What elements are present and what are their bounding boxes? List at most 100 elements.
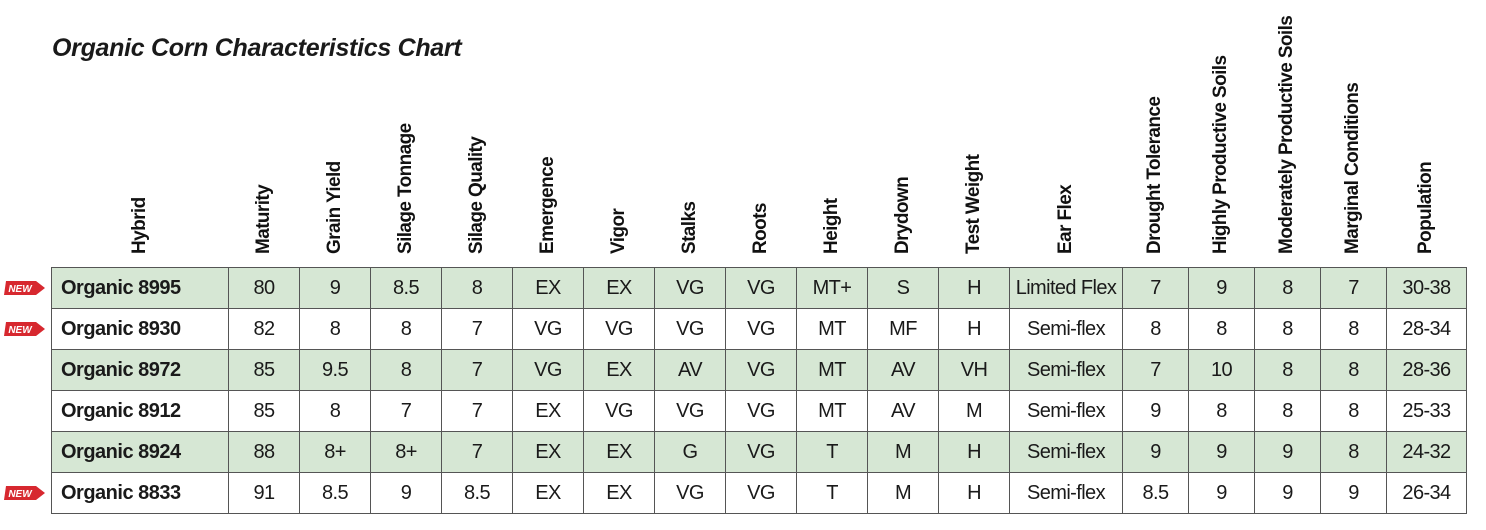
cell-stalks: G <box>654 431 726 473</box>
cell-highly-productive-soils: 9 <box>1188 472 1255 514</box>
table-row: Organic 8972 85 9.5 8 7 VG EX AV VG MT AV VH Semi-fl… <box>51 349 1467 391</box>
cell-silage-tonnage: 9 <box>370 472 442 514</box>
cell-maturity: 91 <box>228 472 300 514</box>
cell-marginal-conditions: 9 <box>1320 472 1387 514</box>
cell-marginal-conditions: 8 <box>1320 431 1387 473</box>
hybrid-name: Organic 8924 <box>51 431 229 473</box>
cell-drought-tolerance: 7 <box>1122 349 1189 391</box>
cell-emergence: EX <box>512 472 584 514</box>
cell-emergence: EX <box>512 431 584 473</box>
cell-population: 24-32 <box>1386 431 1467 473</box>
cell-roots: VG <box>725 472 797 514</box>
cell-drought-tolerance: 8.5 <box>1122 472 1189 514</box>
cell-grain-yield: 9.5 <box>299 349 371 391</box>
cell-moderately-productive-soils: 8 <box>1254 390 1321 432</box>
cell-roots: VG <box>725 308 797 350</box>
cell-highly-productive-soils: 9 <box>1188 431 1255 473</box>
cell-maturity: 85 <box>228 349 300 391</box>
header-label: Ear Flex <box>1054 184 1076 254</box>
header-label: Marginal Conditions <box>1342 82 1363 254</box>
header-marginal-conditions: Marginal Conditions <box>1320 0 1386 268</box>
cell-drought-tolerance: 9 <box>1122 390 1189 432</box>
cell-vigor: VG <box>583 390 655 432</box>
cell-roots: VG <box>725 390 797 432</box>
cell-drydown: AV <box>867 390 939 432</box>
header-moderately-productive-soils: Moderately Productive Soils <box>1254 0 1320 268</box>
cell-moderately-productive-soils: 8 <box>1254 308 1321 350</box>
header-label: Emergence <box>536 156 558 254</box>
header-silage-tonnage: Silage Tonnage <box>370 0 441 268</box>
cell-marginal-conditions: 7 <box>1320 267 1387 309</box>
header-silage-quality: Silage Quality <box>441 0 512 268</box>
cell-maturity: 85 <box>228 390 300 432</box>
header-label: Test Weight <box>962 154 984 254</box>
header-test-weight: Test Weight <box>938 0 1009 268</box>
cell-vigor: EX <box>583 267 655 309</box>
cell-grain-yield: 8 <box>299 390 371 432</box>
header-label: Drought Tolerance <box>1144 96 1165 254</box>
cell-drydown: MF <box>867 308 939 350</box>
cell-silage-quality: 8 <box>441 267 513 309</box>
cell-grain-yield: 8 <box>299 308 371 350</box>
new-badge: NEW <box>4 321 46 337</box>
cell-roots: VG <box>725 267 797 309</box>
cell-test-weight: H <box>938 308 1010 350</box>
header-hybrid: Hybrid <box>51 0 228 268</box>
cell-highly-productive-soils: 10 <box>1188 349 1255 391</box>
cell-grain-yield: 8+ <box>299 431 371 473</box>
cell-marginal-conditions: 8 <box>1320 390 1387 432</box>
cell-maturity: 88 <box>228 431 300 473</box>
cell-marginal-conditions: 8 <box>1320 349 1387 391</box>
cell-emergence: EX <box>512 390 584 432</box>
header-label: Stalks <box>678 201 700 254</box>
cell-height: MT <box>796 349 868 391</box>
chart-title: Organic Corn Characteristics Chart <box>52 34 462 62</box>
cell-population: 26-34 <box>1386 472 1467 514</box>
header-roots: Roots <box>725 0 796 268</box>
new-badge: NEW <box>4 485 46 501</box>
new-badge-label: NEW <box>8 325 33 336</box>
table-row: Organic 8833 91 8.5 9 8.5 EX EX VG VG T M H Semi-fle… <box>51 472 1467 514</box>
cell-height: MT <box>796 390 868 432</box>
cell-height: T <box>796 431 868 473</box>
cell-stalks: VG <box>654 308 726 350</box>
cell-test-weight: H <box>938 431 1010 473</box>
cell-drydown: AV <box>867 349 939 391</box>
cell-silage-quality: 7 <box>441 349 513 391</box>
cell-drought-tolerance: 9 <box>1122 431 1189 473</box>
hybrid-name: Organic 8972 <box>51 349 229 391</box>
cell-height: T <box>796 472 868 514</box>
cell-ear-flex: Limited Flex <box>1009 267 1123 309</box>
cell-test-weight: M <box>938 390 1010 432</box>
cell-silage-quality: 7 <box>441 308 513 350</box>
header-label: Moderately Productive Soils <box>1276 15 1297 254</box>
table-row: Organic 8930 82 8 8 7 VG VG VG VG MT MF H Semi-flex 8… <box>51 308 1467 350</box>
cell-population: 28-36 <box>1386 349 1467 391</box>
cell-stalks: VG <box>654 267 726 309</box>
header-population: Population <box>1386 0 1466 268</box>
cell-moderately-productive-soils: 8 <box>1254 349 1321 391</box>
cell-height: MT+ <box>796 267 868 309</box>
header-label: Roots <box>749 203 771 254</box>
cell-silage-quality: 7 <box>441 431 513 473</box>
cell-stalks: VG <box>654 472 726 514</box>
new-badge-arrow-shape <box>4 322 45 336</box>
header-label: Grain Yield <box>323 161 345 254</box>
cell-drought-tolerance: 7 <box>1122 267 1189 309</box>
header-vigor: Vigor <box>583 0 654 268</box>
cell-ear-flex: Semi-flex <box>1009 390 1123 432</box>
cell-drydown: M <box>867 472 939 514</box>
cell-population: 25-33 <box>1386 390 1467 432</box>
cell-test-weight: H <box>938 267 1010 309</box>
cell-vigor: EX <box>583 349 655 391</box>
cell-highly-productive-soils: 8 <box>1188 390 1255 432</box>
header-drought-tolerance: Drought Tolerance <box>1122 0 1188 268</box>
header-label: Silage Quality <box>465 136 487 254</box>
header-maturity: Maturity <box>228 0 299 268</box>
cell-vigor: EX <box>583 472 655 514</box>
cell-emergence: VG <box>512 349 584 391</box>
cell-silage-tonnage: 8+ <box>370 431 442 473</box>
cell-moderately-productive-soils: 8 <box>1254 267 1321 309</box>
header-height: Height <box>796 0 867 268</box>
header-label: Highly Productive Soils <box>1210 55 1231 254</box>
